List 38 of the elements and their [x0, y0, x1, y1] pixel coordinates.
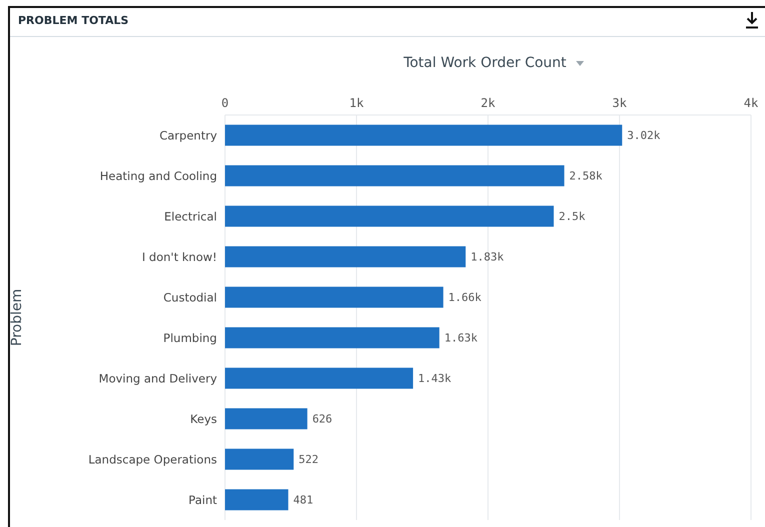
- bar: [225, 327, 440, 348]
- data-label: 481: [293, 494, 314, 507]
- y-tick-label: Keys: [190, 412, 218, 426]
- text: PROBLEM TOTALS: [18, 14, 129, 27]
- x-axis-title: Total Work Order Count: [404, 55, 566, 71]
- x-tick-label: 4k: [744, 96, 759, 110]
- y-tick-label: Paint: [188, 492, 218, 507]
- y-tick-label: Moving and Delivery: [98, 371, 218, 386]
- y-tick-label: Plumbing: [163, 330, 217, 345]
- y-tick-label: Custodial: [163, 290, 217, 304]
- x-tick-label: 1k: [349, 96, 364, 110]
- data-label: 1.63k: [444, 332, 478, 345]
- y-axis-title: Problem: [8, 288, 25, 346]
- data-label: 1.43k: [418, 372, 452, 386]
- x-tick-label: 0: [221, 96, 229, 110]
- y-tick-label: Electrical: [164, 209, 217, 224]
- bar: [225, 408, 308, 430]
- y-tick-label: Landscape Operations: [88, 452, 218, 466]
- y-tick-label: Carpentry: [159, 128, 218, 142]
- data-label: 1.66k: [448, 291, 482, 304]
- bar: [225, 489, 288, 510]
- bar: [225, 448, 294, 470]
- data-label: 2.58k: [569, 170, 603, 183]
- bar: [225, 246, 466, 268]
- bar: [225, 368, 414, 389]
- data-label: 626: [312, 412, 332, 426]
- y-tick-label: Heating and Cooling: [100, 168, 217, 183]
- bar: [225, 124, 622, 146]
- x-tick-label: 2k: [480, 96, 496, 110]
- bar: [225, 206, 554, 227]
- data-label: 3.02k: [627, 129, 661, 142]
- data-label: 2.5k: [558, 210, 586, 224]
- bar: [225, 165, 564, 186]
- data-label: 1.83k: [470, 250, 504, 264]
- y-tick-label: I don't know!: [142, 250, 217, 264]
- x-tick-label: 3k: [612, 96, 628, 110]
- data-label: 522: [298, 453, 319, 466]
- bar: [225, 286, 444, 308]
